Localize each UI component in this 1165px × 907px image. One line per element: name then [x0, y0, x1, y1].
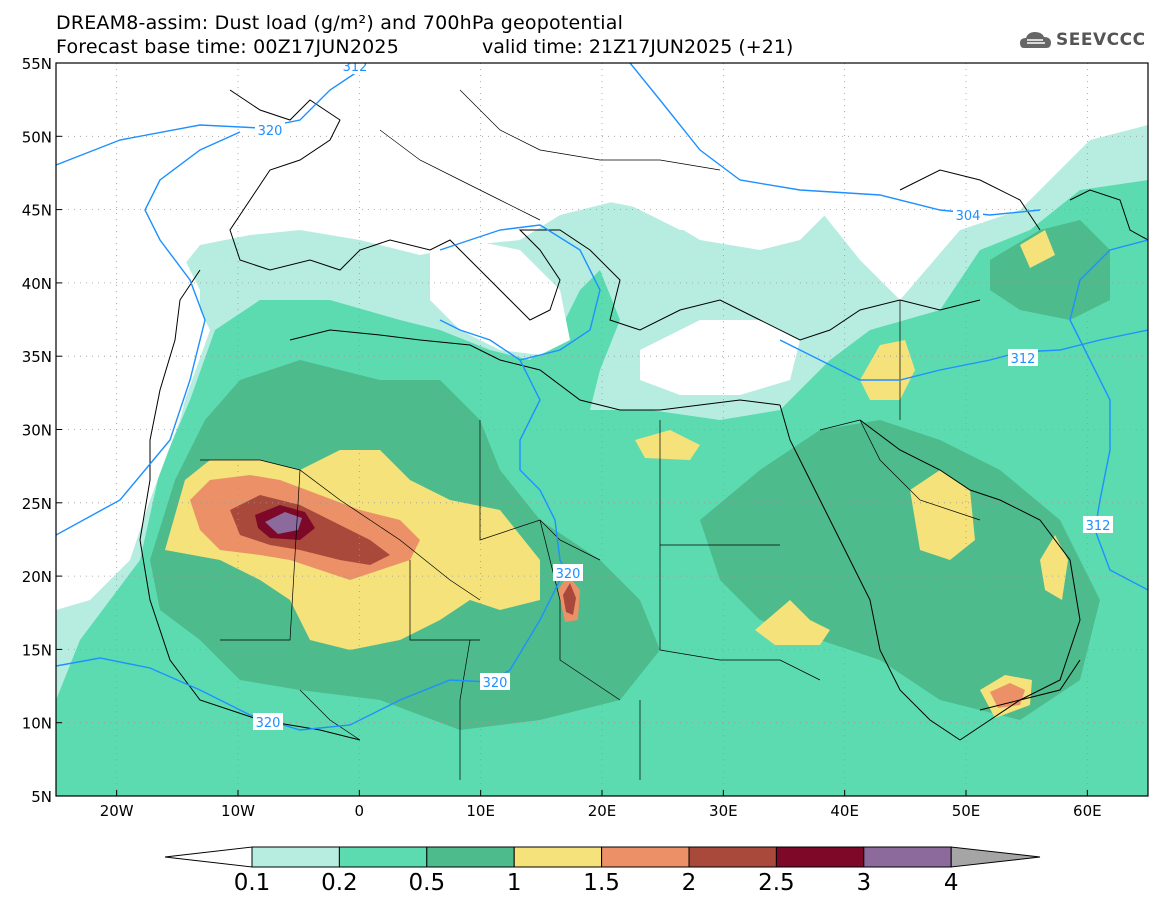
country-borders — [200, 89, 981, 780]
colorbar-swatch — [513, 846, 603, 868]
contour-label: 320 — [258, 124, 283, 139]
colorbar-label: 2 — [681, 870, 697, 896]
map-grid — [56, 63, 1148, 796]
colorbar-swatch — [426, 846, 515, 868]
colorbar-swatch — [863, 846, 952, 868]
lat-label: 15N — [22, 641, 52, 659]
dust-region-medium-east — [700, 420, 1100, 720]
contour-label: 312 — [1011, 352, 1036, 367]
contour-label: 320 — [483, 676, 508, 691]
colorbar — [164, 846, 1041, 868]
contour-label: 320 — [256, 716, 281, 731]
contour-labels: 320 312 304 320 320 320 312 312 — [253, 60, 1113, 731]
contour-312-mid — [439, 224, 601, 361]
contour-label: 312 — [343, 60, 368, 75]
lat-label: 5N — [31, 788, 52, 806]
colorbar-arrow-right — [950, 846, 1041, 868]
clear-region-east-med — [640, 320, 800, 395]
dust-region-orange-yemen — [990, 683, 1025, 708]
colorbar-arrow-left — [164, 846, 253, 868]
lon-label: 60E — [1073, 802, 1102, 820]
forecast-base-time: Forecast base time: 00Z17JUN2025 — [56, 36, 399, 58]
lat-label: 20N — [22, 568, 52, 586]
contour-312-east — [779, 329, 1148, 381]
lat-label: 55N — [22, 55, 52, 73]
lat-label: 10N — [22, 715, 52, 733]
dust-region-yellow-east6 — [1020, 230, 1055, 268]
lat-label: 50N — [22, 128, 52, 146]
clear-region-atlantic — [56, 250, 200, 610]
dust-region-darkred-chad — [563, 583, 576, 615]
lat-label: 40N — [22, 275, 52, 293]
lon-label: 20E — [588, 802, 617, 820]
contour-312-east2 — [1069, 239, 1148, 591]
logo-text: SEEVCCC — [1056, 30, 1146, 50]
colorbar-label: 2.5 — [758, 870, 795, 896]
colorbar-swatch — [251, 846, 340, 868]
dust-region-yellow-east5 — [635, 430, 700, 460]
dust-region-purple — [265, 512, 302, 534]
lon-label: 20W — [100, 802, 134, 820]
contour-label: 312 — [1086, 519, 1111, 534]
dust-region-yellow-east1 — [910, 470, 975, 560]
contour-320-south — [56, 569, 571, 731]
longitude-labels: 20W 10W 0 10E 20E 30E 40E 50E 60E — [100, 790, 1102, 820]
contour-320-west — [56, 131, 241, 536]
dust-region-yellow-east3 — [1040, 535, 1068, 600]
colorbar-label: 4 — [943, 870, 959, 896]
colorbar-swatch — [775, 846, 865, 868]
clear-region-med — [430, 240, 570, 355]
map-title: DREAM8-assim: Dust load (g/m²) and 700hP… — [56, 12, 624, 34]
colorbar-swatch — [338, 846, 428, 868]
dust-region-yellow-east4 — [755, 600, 830, 645]
lon-label: 30E — [709, 802, 738, 820]
dust-region-yellow-east2 — [860, 340, 915, 400]
lon-label: 0 — [355, 802, 365, 820]
valid-time: valid time: 21Z17JUN2025 (+21) — [482, 36, 794, 58]
lat-label: 30N — [22, 422, 52, 440]
geopotential-contours — [56, 63, 1148, 731]
contour-label: 320 — [556, 567, 581, 582]
cloud-logo-icon — [1020, 32, 1051, 48]
lon-label: 40E — [830, 802, 859, 820]
contour-label: 304 — [956, 209, 981, 224]
colorbar-label: 0.1 — [233, 870, 271, 896]
clear-region-europe — [56, 63, 1148, 250]
lon-label: 10E — [466, 802, 495, 820]
lat-label: 35N — [22, 348, 52, 366]
colorbar-label: 0.2 — [321, 870, 358, 896]
colorbar-label: 1 — [506, 870, 522, 896]
lon-label: 50E — [952, 802, 981, 820]
lon-label: 10W — [221, 802, 255, 820]
lat-label: 45N — [22, 202, 52, 220]
colorbar-swatch — [688, 846, 777, 868]
colorbar-label: 0.5 — [408, 870, 446, 896]
colorbar-swatch — [601, 846, 690, 868]
contour-320-vert — [519, 359, 566, 571]
colorbar-label: 1.5 — [583, 870, 620, 896]
lat-label: 25N — [22, 495, 52, 513]
colorbar-label: 3 — [856, 870, 872, 896]
latitude-labels: 55N 50N 45N 40N 35N 30N 25N 20N 15N 10N 5N — [22, 55, 62, 806]
map-fill: 320 312 304 320 320 320 312 312 — [56, 60, 1148, 796]
